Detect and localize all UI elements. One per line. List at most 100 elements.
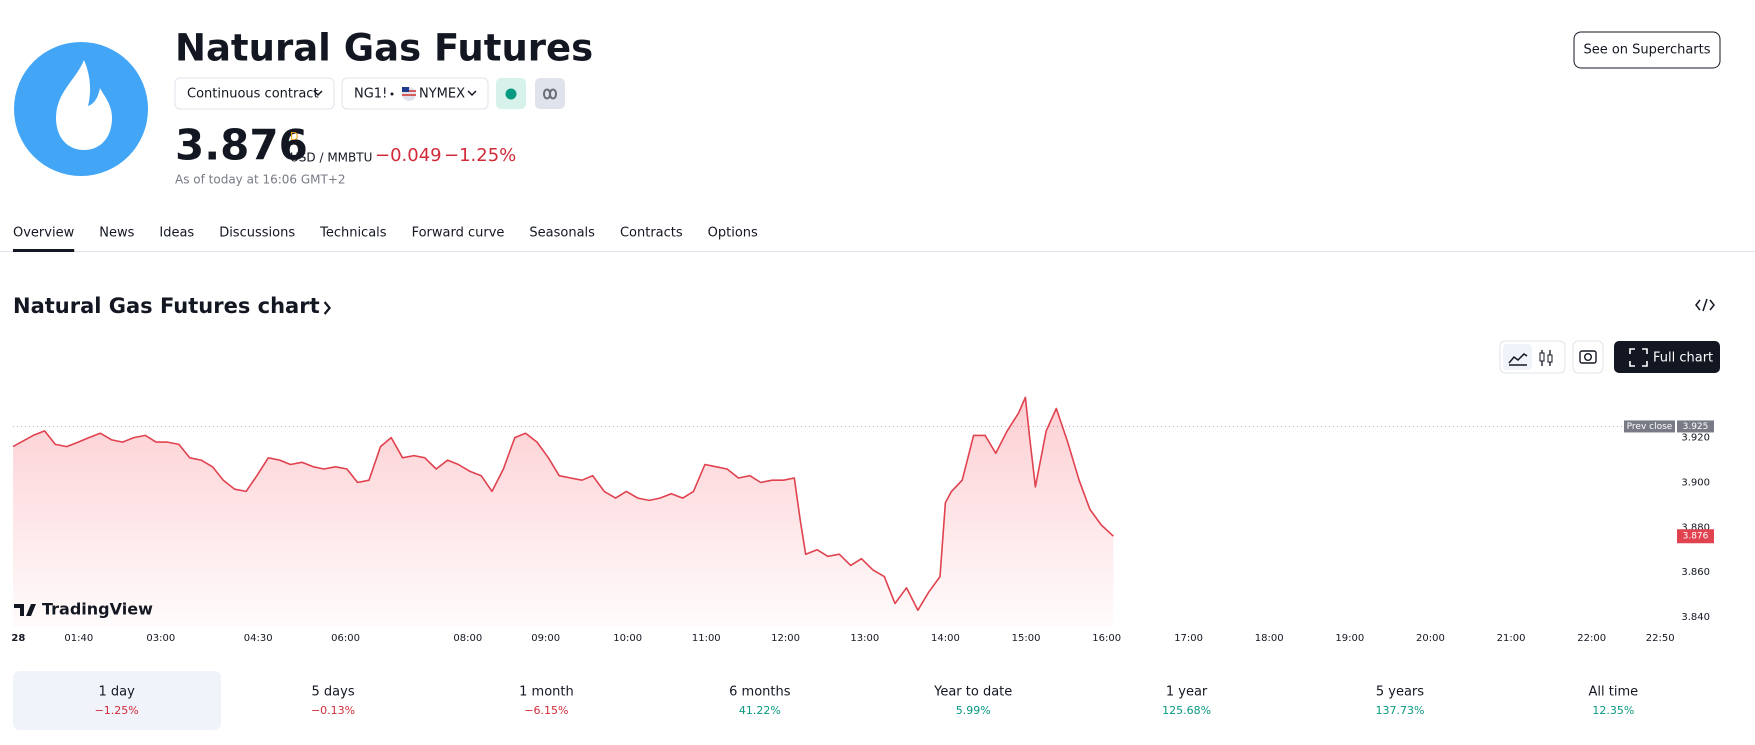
- price: 3.876: [175, 121, 308, 170]
- period-label[interactable]: 6 months: [729, 685, 791, 700]
- price-flag: D: [290, 130, 298, 143]
- x-tick-label: 15:00: [1012, 633, 1041, 644]
- contract-button[interactable]: [174, 77, 335, 110]
- x-tick-label: 17:00: [1174, 633, 1203, 644]
- logo-flame: [56, 60, 112, 150]
- x-tick-label: 01:40: [64, 633, 93, 644]
- title-arrow: [323, 301, 332, 315]
- periods: 1 day −1.25% 5 days −0.13% 1 month −6.15% 6 mo…: [95, 685, 1639, 718]
- period-change: −1.25%: [95, 704, 139, 717]
- area-fill: [13, 397, 1114, 627]
- x-tick-label: 13:00: [850, 633, 879, 644]
- camera-lens: [1583, 353, 1592, 362]
- candle-body: [1539, 352, 1545, 362]
- period-label[interactable]: 1 year: [1166, 685, 1208, 700]
- x-tick-label: 16:00: [1092, 633, 1121, 644]
- embed-icon[interactable]: [1695, 298, 1715, 312]
- period-label[interactable]: Year to date: [933, 685, 1012, 700]
- period-change: −6.15%: [524, 704, 568, 717]
- last-price: 3.876: [1683, 532, 1709, 542]
- infinity: [542, 88, 558, 100]
- period-change: −0.13%: [311, 704, 355, 717]
- dot: [390, 92, 394, 96]
- tab[interactable]: News: [99, 226, 134, 241]
- x-tick-label: 04:30: [244, 633, 273, 644]
- tab[interactable]: Contracts: [620, 226, 683, 241]
- symbol: NG1!: [354, 87, 387, 102]
- y-tick-label: 3.860: [1681, 567, 1710, 578]
- full-chart-label: Full chart: [1653, 351, 1713, 366]
- contract-label: Continuous contract: [187, 87, 319, 102]
- snapshot-button[interactable]: [1572, 340, 1604, 374]
- full-chart-button[interactable]: [1614, 341, 1720, 373]
- watermark-logo: [14, 604, 36, 616]
- x-tick-label: 21:00: [1497, 633, 1526, 644]
- tab[interactable]: Discussions: [219, 226, 295, 241]
- period-label[interactable]: 1 day: [99, 685, 136, 700]
- exchange: NYMEX: [419, 87, 465, 102]
- chevron: [467, 90, 477, 97]
- status-dot: [505, 88, 517, 100]
- title: Natural Gas Futures: [175, 27, 593, 70]
- x-tick-label: 18:00: [1255, 633, 1284, 644]
- prev-close-value: 3.925: [1683, 422, 1709, 432]
- tab[interactable]: Overview: [13, 226, 75, 241]
- supercharts-label: See on Supercharts: [1583, 43, 1710, 58]
- plot: 3.840 3.860 3.880 3.900 3.920 28 01:40 03:00 04:…: [11, 396, 1714, 644]
- period-change: 41.22%: [739, 704, 781, 717]
- tab-underline: [13, 249, 75, 252]
- y-tick-label: 3.880: [1681, 522, 1710, 533]
- candle-body: [1547, 354, 1553, 363]
- tabs: Overview News Ideas Discussions Technicals Fo…: [13, 226, 758, 252]
- x-tick-label: 20:00: [1416, 633, 1445, 644]
- last-price-tag: [1677, 529, 1714, 544]
- change-percent: −1.25%: [444, 145, 516, 166]
- x-tick-label: 19:00: [1335, 633, 1364, 644]
- line-type-button[interactable]: [1503, 344, 1532, 370]
- x-tick-label: 22:50: [1646, 633, 1675, 644]
- chart-title: Natural Gas Futures chart: [13, 294, 320, 318]
- tab[interactable]: Seasonals: [529, 226, 595, 241]
- change: −0.049: [375, 145, 442, 166]
- as-of: As of today at 16:06 GMT+2: [175, 173, 346, 187]
- y-tick-label: 3.840: [1681, 612, 1710, 623]
- tab[interactable]: Ideas: [159, 226, 194, 241]
- x-tick-label: 22:00: [1577, 633, 1606, 644]
- x-tick-label: 03:00: [146, 633, 175, 644]
- x-tick-label: 06:00: [331, 633, 360, 644]
- period-label[interactable]: 5 years: [1376, 685, 1424, 700]
- prev-close-tag: [1624, 420, 1675, 433]
- unit: USD / MMBTU: [290, 151, 372, 165]
- prev-close-label: Prev close: [1627, 422, 1673, 432]
- x-tick-label: 12:00: [771, 633, 800, 644]
- camera-icon: [1579, 350, 1597, 364]
- x-tick-label: 10:00: [613, 633, 642, 644]
- period-label[interactable]: 1 month: [519, 685, 574, 700]
- x-tick-label: 14:00: [931, 633, 960, 644]
- period-change: 137.73%: [1375, 704, 1424, 717]
- period-change: 12.35%: [1592, 704, 1634, 717]
- price-line: [12, 396, 1114, 611]
- supercharts-button[interactable]: [1573, 31, 1721, 69]
- period-label[interactable]: All time: [1589, 685, 1639, 700]
- prev-close-value-tag: [1677, 420, 1714, 433]
- watermark: TradingView: [42, 600, 153, 619]
- line-icon: [1508, 353, 1528, 366]
- tab[interactable]: Options: [708, 226, 758, 241]
- x-tick-label: 08:00: [453, 633, 482, 644]
- flag-canton: [402, 87, 409, 92]
- y-tick-label: 3.920: [1681, 433, 1710, 444]
- y-tick-label: 3.900: [1681, 477, 1710, 488]
- period-label[interactable]: 5 days: [312, 685, 355, 700]
- fullscreen-icon: [1629, 348, 1648, 367]
- period-change: 125.68%: [1162, 704, 1211, 717]
- period-selected-bg: [13, 671, 221, 730]
- tab[interactable]: Forward curve: [412, 226, 505, 241]
- period-change: 5.99%: [956, 704, 991, 717]
- x-tick-label: 11:00: [692, 633, 721, 644]
- x-tick-label: 09:00: [531, 633, 560, 644]
- tab[interactable]: Technicals: [319, 226, 387, 241]
